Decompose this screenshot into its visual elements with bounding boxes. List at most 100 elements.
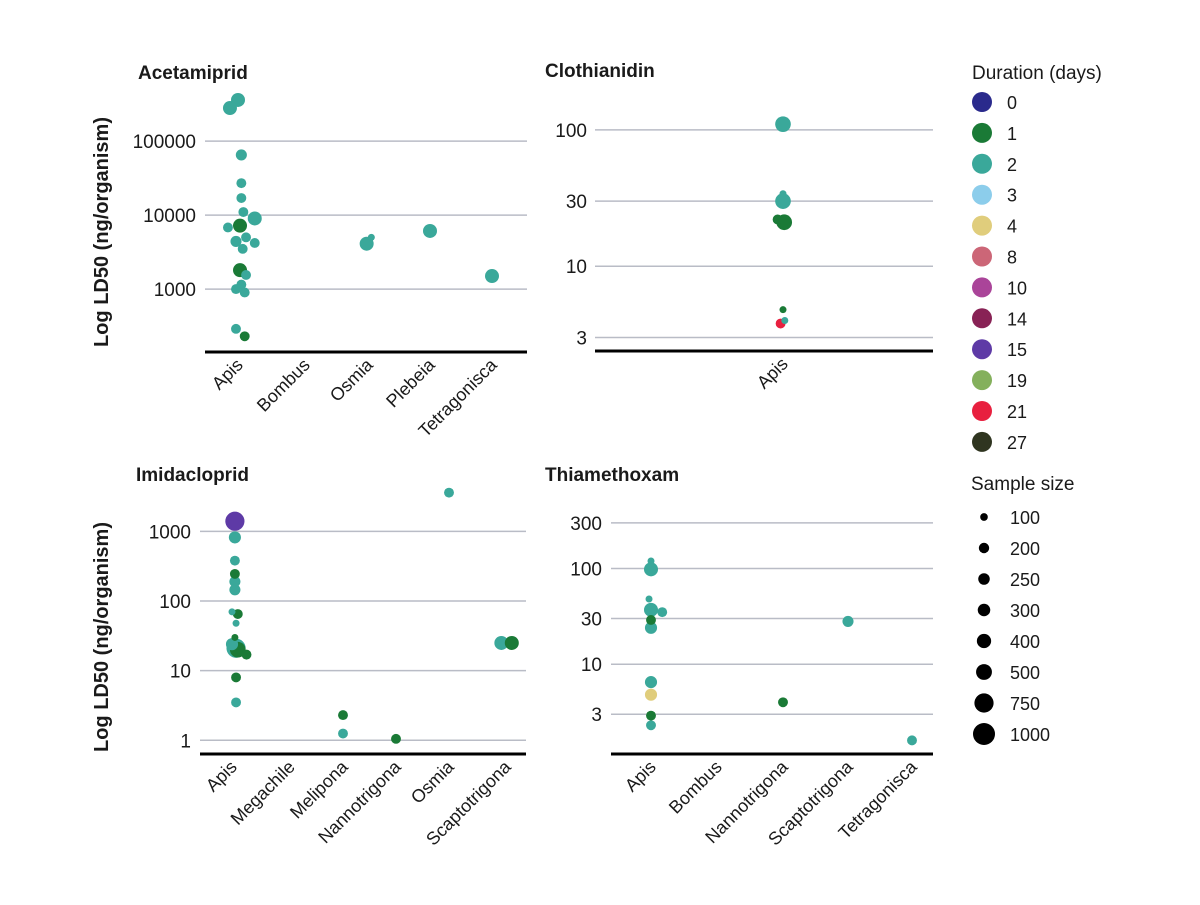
data-point <box>644 688 658 701</box>
data-point <box>249 238 260 248</box>
data-point <box>247 211 262 226</box>
panel-title: Imidacloprid <box>136 465 249 486</box>
duration-swatch <box>972 431 992 452</box>
panel-imidacloprid: Imidacloprid Log LD50 (ng/organism) 1 10 100… <box>91 465 526 849</box>
data-point <box>228 608 236 616</box>
data-point <box>644 602 658 617</box>
size-label: 300 <box>1010 601 1040 621</box>
y-axis-label: Log LD50 (ng/organism) <box>91 117 113 347</box>
data-point <box>907 735 917 746</box>
data-point <box>647 557 655 565</box>
duration-swatch <box>972 122 992 143</box>
x-tick-label: Apis <box>753 354 792 393</box>
duration-label: 27 <box>1007 433 1027 453</box>
data-point <box>444 487 454 498</box>
duration-legend-item: 15 <box>972 339 1027 360</box>
duration-legend-title: Duration (days) <box>972 63 1102 84</box>
data-point <box>646 720 656 731</box>
duration-legend-item: 8 <box>972 246 1017 268</box>
data-point <box>775 116 791 132</box>
y-tick-label: 10 <box>581 655 602 676</box>
data-point <box>230 235 242 247</box>
size-label: 750 <box>1010 694 1040 714</box>
size-label: 250 <box>1010 570 1040 590</box>
duration-swatch <box>972 401 992 421</box>
data-point <box>231 323 241 334</box>
data-point <box>225 638 239 651</box>
size-legend-item: 200 <box>978 539 1040 559</box>
data-point <box>485 269 499 284</box>
size-label: 200 <box>1010 539 1040 559</box>
duration-legend-item: 2 <box>972 153 1017 175</box>
duration-swatch <box>972 277 992 298</box>
duration-label: 14 <box>1007 309 1027 329</box>
data-point <box>231 284 241 295</box>
y-tick-label: 300 <box>570 514 602 535</box>
data-point <box>779 190 787 198</box>
data-point <box>645 595 653 603</box>
data-point <box>367 233 375 241</box>
duration-legend-item: 10 <box>972 277 1027 298</box>
data-point <box>235 149 247 161</box>
duration-swatch <box>972 339 992 360</box>
duration-legend-item: 0 <box>972 92 1017 113</box>
data-point <box>644 621 658 634</box>
size-swatch <box>976 633 992 649</box>
size-swatch <box>977 603 991 617</box>
data-point <box>646 615 656 625</box>
size-swatch <box>978 573 990 585</box>
size-label: 500 <box>1010 663 1040 683</box>
duration-legend-item: 1 <box>972 122 1017 144</box>
y-tick-label: 3 <box>576 329 587 350</box>
data-point <box>657 607 668 618</box>
size-swatch <box>974 693 994 713</box>
data-point <box>233 218 248 233</box>
y-axis-label: Log LD50 (ng/organism) <box>91 522 113 752</box>
duration-label: 2 <box>1007 155 1017 175</box>
x-tick-label: Apis <box>208 355 247 394</box>
size-label: 100 <box>1010 508 1040 528</box>
data-point <box>644 676 658 689</box>
data-point <box>781 316 789 324</box>
data-point <box>778 697 788 708</box>
data-point <box>228 531 241 544</box>
duration-label: 21 <box>1007 402 1027 422</box>
y-tick-label: 10000 <box>143 206 196 227</box>
data-point <box>229 584 241 596</box>
size-swatch <box>976 664 992 680</box>
data-point <box>237 243 248 254</box>
size-label: 1000 <box>1010 725 1050 745</box>
y-tick-label: 1000 <box>154 280 196 301</box>
data-point <box>504 635 519 650</box>
data-point <box>236 193 247 203</box>
duration-label: 19 <box>1007 371 1027 391</box>
size-swatch <box>978 542 990 554</box>
duration-legend-item: 3 <box>972 184 1017 206</box>
size-legend-item: 750 <box>974 693 1040 714</box>
data-point <box>241 649 252 660</box>
size-legend-item: 250 <box>978 570 1040 590</box>
data-point <box>231 672 242 683</box>
y-tick-label: 3 <box>591 705 602 726</box>
size-legend-item: 100 <box>980 508 1040 528</box>
duration-swatch <box>972 92 992 112</box>
data-point <box>225 511 245 531</box>
x-tick-label: Apis <box>621 757 660 796</box>
data-point <box>391 733 401 744</box>
y-tick-label: 1 <box>180 731 191 752</box>
data-point <box>241 270 251 280</box>
data-point <box>236 178 247 189</box>
data-point <box>232 619 240 627</box>
panel-title: Thiamethoxam <box>545 465 679 486</box>
duration-swatch <box>972 215 992 236</box>
data-point <box>231 697 242 708</box>
duration-legend-item: 27 <box>972 431 1027 453</box>
x-tick-label: Osmia <box>407 756 459 808</box>
y-tick-label: 10 <box>170 662 191 683</box>
duration-swatch <box>972 370 992 391</box>
data-point <box>222 101 237 116</box>
data-point <box>842 615 854 627</box>
